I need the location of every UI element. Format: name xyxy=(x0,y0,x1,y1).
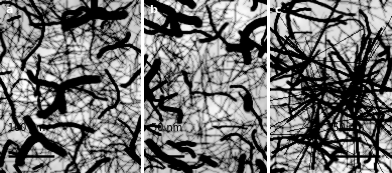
Text: c: c xyxy=(275,5,281,15)
Text: a: a xyxy=(5,5,13,15)
Text: 100 nm: 100 nm xyxy=(9,123,46,133)
Text: 50 nm: 50 nm xyxy=(333,123,365,133)
Text: b: b xyxy=(149,5,157,15)
Text: 50 nm: 50 nm xyxy=(151,123,183,133)
